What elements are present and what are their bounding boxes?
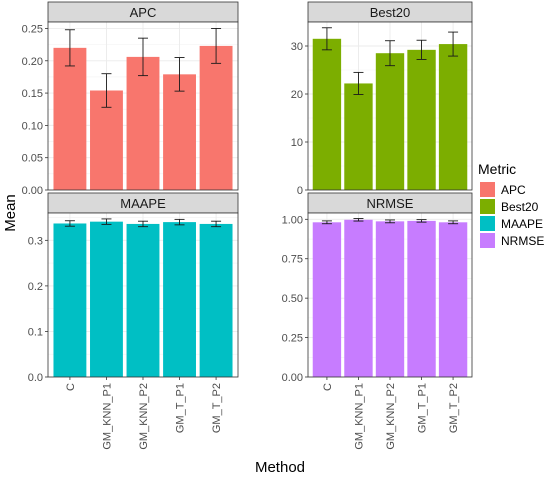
bar-gm_t_p1 — [407, 49, 436, 191]
y-tick-label: 20 — [291, 89, 303, 101]
x-tick-label: GM_KNN_P2 — [385, 383, 397, 450]
error-bar — [64, 29, 75, 67]
bar-gm_knn_p2 — [126, 223, 160, 377]
facet-label: Best20 — [370, 5, 410, 20]
error-bar — [385, 40, 395, 67]
bar-gm_knn_p2 — [126, 56, 160, 191]
panel-apc: APC 0.00 0.05 0.10 0.15 0.20 0.25 — [22, 1, 239, 197]
y-tick-label: 30 — [291, 41, 303, 53]
bar-c — [53, 47, 87, 190]
x-tick-label: GM_T_P1 — [417, 383, 429, 433]
y-tick-label: 0.10 — [22, 120, 43, 132]
x-tick-label: GM_T_P2 — [448, 383, 460, 433]
error-bar — [64, 220, 75, 227]
y-tick-label: 0 — [297, 185, 303, 197]
legend-label: MAAPE — [501, 217, 543, 231]
bar-gm_t_p1 — [163, 74, 196, 190]
bar-gm_t_p2 — [438, 222, 468, 377]
error-bar — [211, 28, 222, 64]
error-bar — [321, 27, 332, 51]
bar-c — [312, 222, 342, 377]
legend-label: APC — [501, 183, 526, 197]
panel-maape: MAAPE 0.0 0.1 0.2 0.3 C GM_KNN_P1 GM_KNN_P2 GM_T… — [28, 192, 239, 450]
bar-gm_t_p2 — [199, 223, 233, 377]
y-tick-label: 0.25 — [22, 23, 43, 35]
legend-label: Best20 — [501, 200, 539, 214]
bar-gm_knn_p2 — [375, 53, 405, 191]
legend-key — [480, 216, 495, 231]
panel-border — [307, 21, 473, 191]
error-bar — [416, 219, 427, 223]
error-bar — [448, 31, 459, 57]
legend-item-best20: Best20 — [480, 199, 539, 214]
x-tick-label: GM_KNN_P1 — [101, 383, 113, 450]
bar-gm_knn_p1 — [344, 219, 373, 377]
y-tick-label: 0.0 — [28, 372, 43, 384]
error-bar — [353, 218, 364, 222]
facet-label: APC — [130, 5, 157, 20]
bar-c — [312, 38, 342, 190]
legend-item-nrmse: NRMSE — [480, 233, 544, 248]
y-tick-label: 0.75 — [282, 254, 303, 266]
y-tick-label: 0.15 — [22, 88, 43, 100]
legend-label: NRMSE — [501, 234, 544, 248]
y-tick-label: 0.2 — [28, 281, 43, 293]
bar-gm_knn_p1 — [90, 221, 123, 377]
facet-label: MAAPE — [120, 196, 166, 211]
error-bar — [101, 218, 112, 225]
legend: Metric APC Best20 MAAPE NRMSE — [478, 161, 544, 248]
y-tick-label: 0.00 — [22, 185, 43, 197]
error-bar — [385, 219, 395, 224]
error-bar — [174, 57, 185, 92]
bar-c — [53, 223, 87, 377]
error-bar — [138, 37, 148, 77]
bar-gm_t_p1 — [407, 220, 436, 377]
panel-nrmse: NRMSE 0.00 0.25 0.50 0.75 1.00 C GM_KNN_P1 GM_KN… — [282, 192, 473, 450]
x-tick-label: GM_T_P2 — [211, 383, 223, 433]
x-tick-label: C — [65, 383, 77, 391]
error-bar — [448, 220, 459, 225]
error-bar — [138, 220, 148, 228]
bar-gm_t_p1 — [163, 222, 196, 377]
legend-key — [480, 233, 495, 248]
legend-key — [480, 199, 495, 214]
x-tick-label: C — [322, 383, 334, 391]
x-tick-label: GM_T_P1 — [175, 383, 187, 433]
bar-gm_knn_p1 — [344, 83, 373, 190]
legend-item-maape: MAAPE — [480, 216, 543, 231]
x-tick-label: GM_KNN_P2 — [138, 383, 150, 450]
error-bar — [174, 218, 185, 226]
facet-label: NRMSE — [367, 196, 414, 211]
legend-item-apc: APC — [480, 182, 526, 197]
x-tick-label: GM_KNN_P1 — [353, 383, 365, 450]
legend-title: Metric — [478, 161, 516, 177]
panel-best20: Best20 0 10 20 30 — [291, 1, 473, 197]
y-axis-title: Mean — [2, 194, 19, 232]
legend-key — [480, 182, 495, 197]
error-bar — [416, 39, 427, 60]
y-tick-label: 0.50 — [282, 293, 303, 305]
bar-gm_t_p2 — [438, 44, 468, 190]
y-tick-label: 0.3 — [28, 235, 43, 247]
x-axis-title: Method — [255, 459, 305, 476]
error-bar — [211, 220, 222, 228]
y-tick-label: 0.20 — [22, 56, 43, 68]
bar-gm_knn_p2 — [375, 221, 405, 377]
bar-gm_t_p2 — [199, 45, 233, 191]
y-tick-label: 0.05 — [22, 153, 43, 165]
y-tick-label: 0.00 — [282, 372, 303, 384]
y-tick-label: 1.00 — [282, 214, 303, 226]
y-tick-label: 0.1 — [28, 326, 43, 338]
y-tick-label: 0.25 — [282, 333, 303, 345]
error-bar — [353, 71, 364, 95]
error-bar — [101, 73, 112, 108]
error-bar — [321, 220, 332, 225]
y-tick-label: 10 — [291, 137, 303, 149]
panel-border — [47, 21, 239, 191]
